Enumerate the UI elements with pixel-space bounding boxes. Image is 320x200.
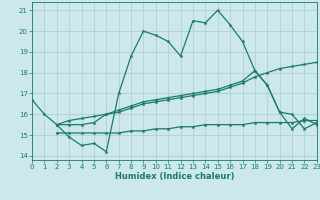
X-axis label: Humidex (Indice chaleur): Humidex (Indice chaleur) — [115, 172, 234, 181]
